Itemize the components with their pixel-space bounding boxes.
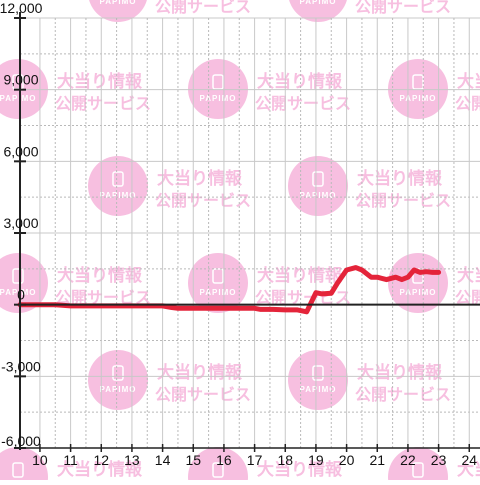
watermark-line1: 大当り情報	[457, 71, 480, 91]
x-tick-label: 14	[155, 452, 171, 468]
x-tick-label: 12	[93, 452, 109, 468]
watermark-line2: 公開サービス	[255, 95, 351, 113]
y-tick-label: -3,000	[1, 358, 41, 374]
watermark-logo-text: PAPIMO	[200, 288, 237, 297]
x-tick-label: 24	[461, 452, 477, 468]
watermark-line1: 大当り情報	[357, 168, 443, 188]
x-tick-label: 10	[32, 452, 48, 468]
x-tick-label: 20	[339, 452, 355, 468]
y-tick-label: 9,000	[3, 72, 38, 88]
x-tick-label: 23	[431, 452, 447, 468]
x-tick-label: 15	[185, 452, 201, 468]
watermark-line1: 大当り情報	[57, 265, 143, 285]
watermark-line2: 公開サービス	[455, 95, 480, 113]
watermark-line1: 大当り情報	[457, 265, 480, 285]
y-tick-label: 12,000	[0, 0, 43, 16]
y-tick-label: 3,000	[3, 215, 38, 231]
x-tick-label: 13	[124, 452, 140, 468]
y-tick-label: 0	[17, 287, 25, 303]
x-tick-label: 11	[63, 452, 78, 468]
watermark-logo-text: PAPIMO	[400, 94, 437, 103]
x-tick-label: 21	[369, 452, 385, 468]
watermark-logo-text: PAPIMO	[200, 94, 237, 103]
watermark-line1: 大当り情報	[357, 362, 443, 382]
watermark-logo-text: PAPIMO	[400, 288, 437, 297]
watermark-line1: 大当り情報	[157, 362, 243, 382]
x-tick-label: 22	[400, 452, 416, 468]
x-tick-label: 19	[308, 452, 324, 468]
watermark-line2: 公開サービス	[355, 386, 451, 404]
watermark-line1: 大当り情報	[157, 168, 243, 188]
watermark-line2: 公開サービス	[355, 192, 451, 210]
watermark-line2: 公開サービス	[355, 0, 451, 16]
watermark-logo-text: PAPIMO	[100, 385, 137, 394]
y-tick-label: 6,000	[3, 143, 38, 159]
watermark-line1: 大当り情報	[257, 459, 343, 479]
x-tick-label: 16	[216, 452, 232, 468]
watermark-logo-text: PAPIMO	[100, 0, 137, 6]
watermark-line1: 大当り情報	[57, 71, 143, 91]
watermark-line2: 公開サービス	[155, 386, 251, 404]
watermark-line2: 公開サービス	[155, 192, 251, 210]
watermark-line2: 公開サービス	[55, 95, 151, 113]
watermark-logo-text: PAPIMO	[100, 191, 137, 200]
y-tick-label: -6,000	[1, 433, 41, 449]
watermark-logo-text: PAPIMO	[0, 94, 36, 103]
x-tick-label: 17	[247, 452, 263, 468]
watermark-line2: 公開サービス	[155, 0, 251, 16]
watermark-logo-text: PAPIMO	[300, 0, 337, 6]
x-tick-label: 18	[277, 452, 293, 468]
